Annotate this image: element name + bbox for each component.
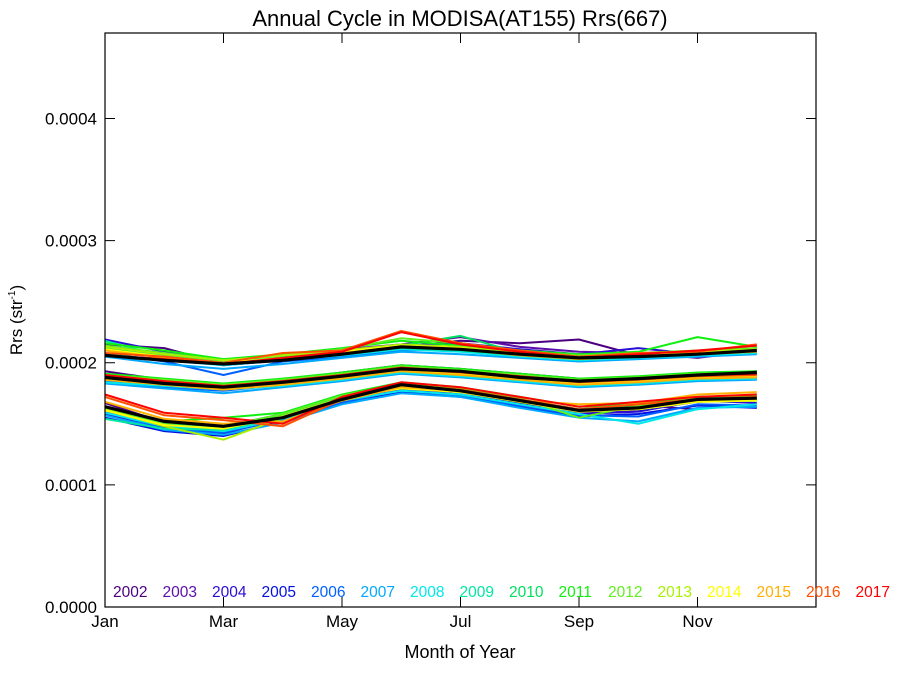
series-line-2011-upper <box>104 336 757 361</box>
series-line-2011-middle <box>104 364 757 385</box>
legend-item-2015: 2015 <box>757 584 791 601</box>
legend-item-2017: 2017 <box>856 584 890 601</box>
y-tick-label: 0.0001 <box>45 476 97 495</box>
legend-item-2014: 2014 <box>707 584 742 601</box>
legend-item-2011: 2011 <box>559 584 592 601</box>
x-tick-label: Jan <box>91 612 118 631</box>
mean-line-upper <box>104 345 757 366</box>
mean-line-middle <box>104 367 757 389</box>
legend-item-2003: 2003 <box>163 584 197 601</box>
legend: 2002 2003 2004 2005 2006 2007 2008 2009 2010 2011… <box>113 584 890 601</box>
legend-item-2013: 2013 <box>658 584 692 601</box>
y-axis-label-main: Rrs (str <box>7 299 26 355</box>
y-tick-label: 0.0004 <box>45 109 97 128</box>
legend-item-2012: 2012 <box>608 584 642 601</box>
legend-item-2016: 2016 <box>806 584 840 601</box>
x-tick-label: Jul <box>450 612 472 631</box>
chart-title: Annual Cycle in MODISA(AT155) Rrs(667) <box>252 6 667 31</box>
x-tick-label: Nov <box>682 612 713 631</box>
x-axis: Jan Mar May Jul Sep Nov <box>91 33 713 631</box>
series-line-2007-lower <box>104 392 757 436</box>
x-tick-label: Mar <box>209 612 239 631</box>
legend-item-2002: 2002 <box>113 584 147 601</box>
x-tick-label: Sep <box>564 612 594 631</box>
legend-item-2009: 2009 <box>460 584 494 601</box>
y-tick-label: 0.0002 <box>45 354 97 373</box>
y-tick-label: 0.0003 <box>45 232 97 251</box>
legend-item-2004: 2004 <box>212 584 247 601</box>
legend-item-2010: 2010 <box>509 584 544 601</box>
mean-line-lower <box>104 383 757 428</box>
x-axis-label: Month of Year <box>404 642 515 662</box>
y-axis-label-close: ) <box>7 285 26 291</box>
legend-item-2006: 2006 <box>311 584 345 601</box>
series-line-2007-middle <box>104 372 757 395</box>
legend-item-2008: 2008 <box>410 584 444 601</box>
legend-item-2005: 2005 <box>262 584 296 601</box>
series-line-2015-middle <box>104 370 757 391</box>
x-tick-label: May <box>326 612 359 631</box>
y-axis-label: Rrs (str-1) <box>7 285 26 355</box>
plot-frame <box>104 32 817 608</box>
y-tick-label: 0.0000 <box>45 598 97 617</box>
y-axis-label-superscript: -1 <box>7 290 18 299</box>
mean-lines <box>104 345 757 428</box>
series-line-2017-lower <box>104 381 757 425</box>
y-axis: 0.0000 0.0001 0.0002 0.0003 0.0004 <box>45 109 816 617</box>
series-line-2007-upper <box>104 350 757 370</box>
legend-item-2007: 2007 <box>361 584 395 601</box>
